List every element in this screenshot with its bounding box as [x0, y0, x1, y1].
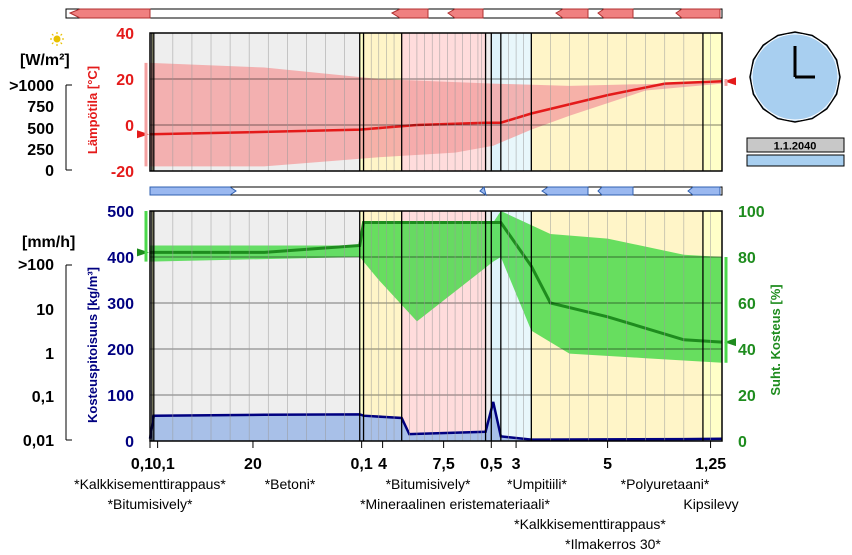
moisture-plot-frame	[149, 210, 723, 442]
x-tick-label: 0,1	[131, 456, 153, 473]
top-indicator-bar	[65, 8, 723, 19]
moisture-content-tick: 0	[125, 434, 134, 451]
moisture-content-tick: 400	[107, 250, 134, 267]
layer-label: *Polyuretaani*	[621, 476, 710, 492]
moisture-content-tick: 100	[107, 388, 134, 405]
temperature-axis-label: Lämpötila [°C]	[85, 66, 100, 154]
radiation-unit: [W/m²]	[20, 52, 70, 69]
relative-humidity-tick: 20	[738, 388, 756, 405]
radiation-scale: [W/m²] >1000 750 500 250 0	[9, 32, 72, 180]
time-progress-bar	[746, 154, 845, 167]
relative-humidity-tick: 100	[738, 204, 765, 221]
radiation-tick: 250	[27, 142, 54, 159]
moisture-content-tick: 200	[107, 342, 134, 359]
relative-humidity-axis-label: Suht. Kosteus [%]	[768, 284, 783, 395]
layer-band	[491, 211, 501, 441]
rain-tick: 1	[45, 346, 54, 363]
temperature-line	[149, 80, 723, 136]
temperature-plot	[149, 62, 723, 167]
layer-label: *Kalkkisementtirappaus*	[74, 476, 226, 492]
layer-label: *Bitumisively*	[386, 476, 471, 492]
relative-humidity-tick: 80	[738, 250, 756, 267]
x-tick-label: 0,5	[480, 456, 502, 473]
temperature-axis: Lämpötila [°C] 40 20 0 -20	[85, 26, 736, 181]
rain-tick: 0,1	[32, 389, 54, 406]
x-tick-label: 0,1	[351, 456, 373, 473]
humidity-marker	[137, 248, 149, 257]
moisture-axes: Kosteuspitoisuus [kg/m³] Suht. Kosteus […	[85, 204, 783, 451]
temperature-plot-frame	[149, 32, 723, 172]
layer-band	[151, 211, 154, 441]
radiation-tick: 500	[27, 121, 54, 138]
gridlines	[149, 32, 723, 442]
humidity-marker	[724, 338, 736, 347]
radiation-tick: 0	[45, 163, 54, 180]
x-tick-label: 5	[603, 456, 612, 473]
x-tick-label: 7,5	[433, 456, 455, 473]
x-axis: 0,1 0,1 20 0,1 4 7,5 0,5 3 5 1,25	[131, 441, 726, 473]
layer-band	[702, 33, 722, 171]
temperature-tick: 40	[116, 26, 134, 43]
temperature-tick: -20	[111, 164, 134, 181]
layer-label: Kipsilevy	[683, 496, 738, 512]
x-tick-label: 20	[244, 456, 262, 473]
layer-label: *Mineraalinen eristemateriaali*	[360, 496, 550, 512]
moisture-content-tick: 300	[107, 296, 134, 313]
layer-label: *Bitumisively*	[108, 496, 193, 512]
moisture-content-axis-label: Kosteuspitoisuus [kg/m³]	[85, 267, 100, 423]
temperature-tick: 20	[116, 72, 134, 89]
relative-humidity-tick: 60	[738, 296, 756, 313]
date-display: 1.1.2040	[746, 137, 845, 167]
temperature-tick: 0	[125, 118, 134, 135]
layer-labels: *Kalkkisementtirappaus* *Bitumisively* *…	[74, 476, 739, 552]
x-tick-label: 3	[512, 456, 521, 473]
rain-scale: [mm/h] >100 10 1 0,1 0,01	[18, 234, 75, 450]
layer-band	[485, 211, 492, 441]
rain-tick: 10	[36, 302, 54, 319]
temperature-marker	[137, 130, 149, 139]
layer-label: *Betoni*	[265, 476, 316, 492]
relative-humidity-tick: 0	[738, 434, 747, 451]
layer-label: *Ilmakerros 30*	[565, 536, 661, 552]
relative-humidity-tick: 40	[738, 342, 756, 359]
middle-indicator-bar	[149, 186, 723, 197]
clock-icon	[749, 31, 841, 123]
radiation-tick: >1000	[9, 78, 54, 95]
radiation-tick: 750	[27, 99, 54, 116]
rain-unit: [mm/h]	[22, 234, 75, 251]
layer-label: *Kalkkisementtirappaus*	[514, 516, 666, 532]
temperature-range-band	[150, 62, 722, 167]
x-tick-label: 0,1	[153, 456, 175, 473]
layer-label: *Umpitiili*	[507, 476, 567, 492]
sun-icon	[50, 32, 64, 46]
x-tick-label: 1,25	[695, 456, 726, 473]
moisture-content-tick: 500	[107, 204, 134, 221]
temperature-marker	[724, 77, 736, 86]
layer-band	[359, 211, 364, 441]
rain-tick: 0,01	[23, 433, 54, 450]
layer-band	[150, 211, 152, 441]
moisture-content-fill	[150, 401, 722, 441]
rain-tick: >100	[18, 257, 54, 274]
simulation-date: 1.1.2040	[774, 141, 817, 153]
x-tick-label: 4	[378, 456, 387, 473]
